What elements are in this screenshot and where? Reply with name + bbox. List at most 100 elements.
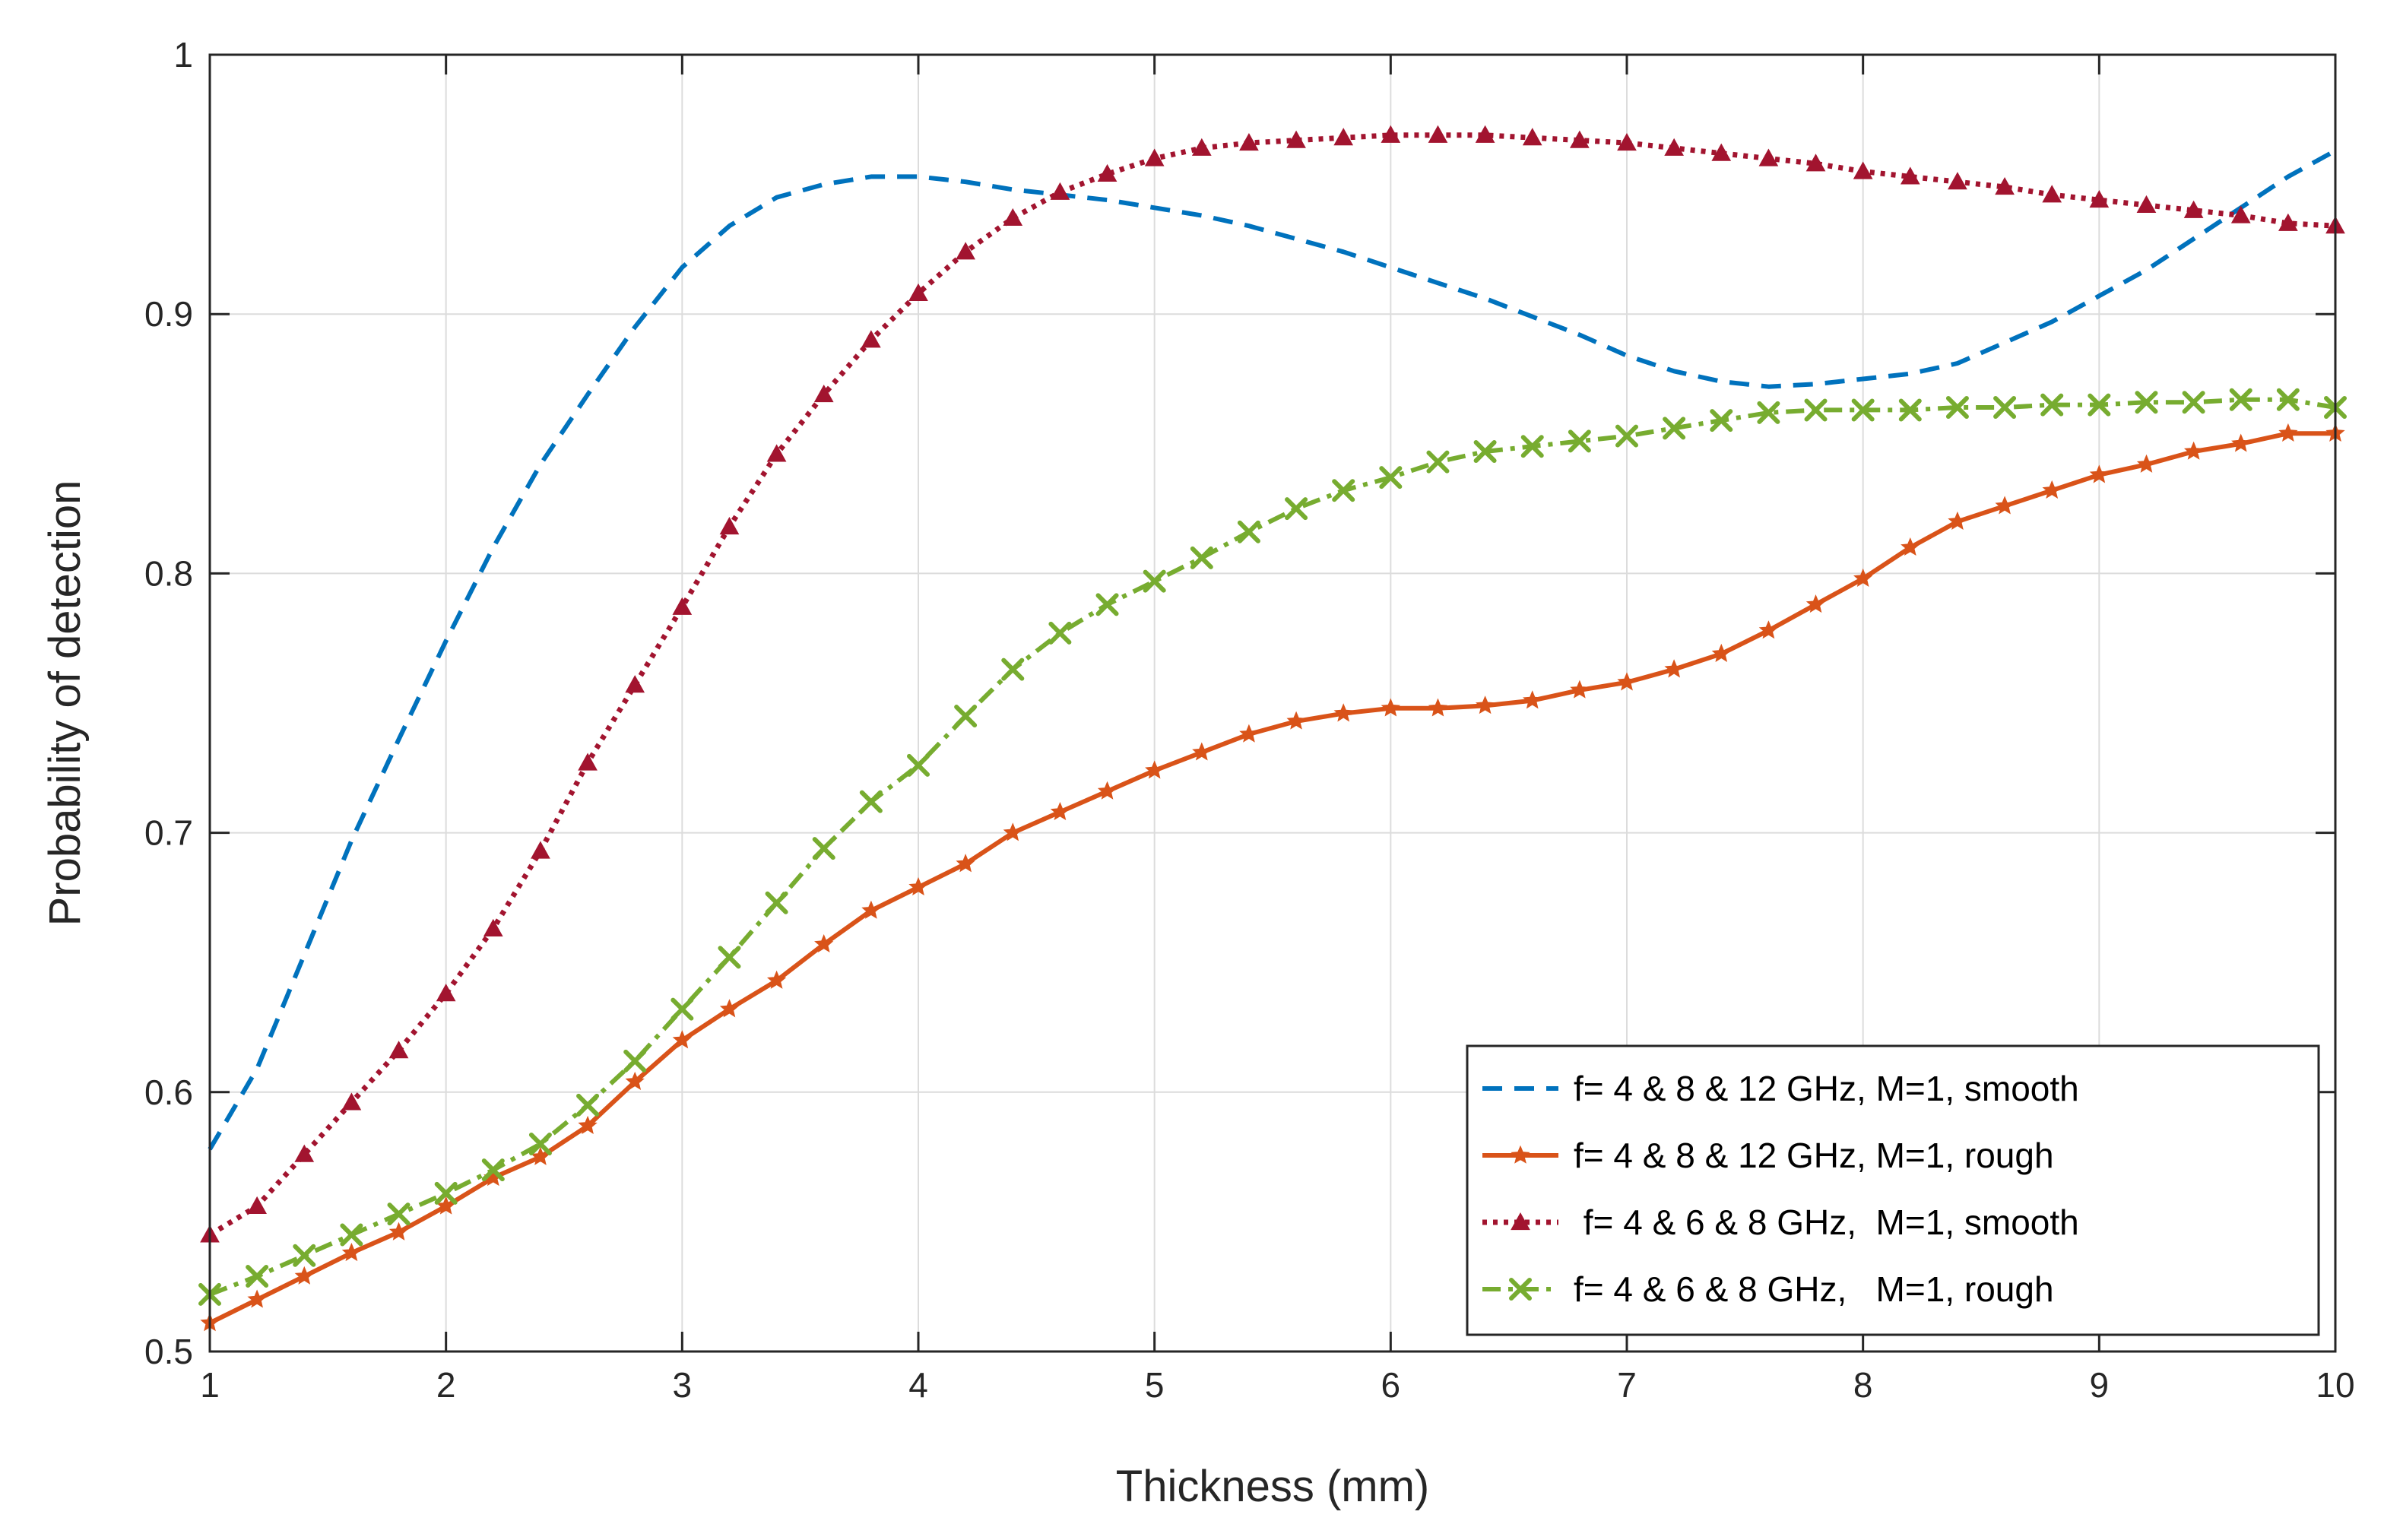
data-point-marker (812, 837, 835, 860)
y-tick-labels: 0.5 0.6 0.7 0.8 0.9 1 (144, 35, 193, 1371)
data-point-marker (341, 1242, 362, 1262)
data-point-marker (625, 675, 645, 693)
x-tick-label: 3 (673, 1365, 693, 1405)
data-point-marker (2229, 388, 2252, 411)
data-point-marker (2276, 388, 2300, 411)
data-point-marker (1332, 479, 1355, 502)
data-point-marker (908, 877, 928, 896)
data-point-marker (1995, 496, 2015, 515)
data-point-marker (1286, 130, 1306, 148)
data-point-marker (1711, 643, 1731, 662)
data-point-marker (1945, 396, 1969, 420)
x-tick-label: 8 (1853, 1365, 1873, 1405)
data-point-marker (1237, 520, 1260, 543)
y-tick-label: 0.5 (144, 1332, 193, 1371)
legend-item: f= 4 & 6 & 8 GHz, M=1, rough (1482, 1269, 2054, 1309)
data-point-marker (436, 984, 456, 1002)
x-tick-label: 9 (2090, 1365, 2110, 1405)
data-point-marker (483, 918, 503, 936)
data-point-marker (813, 384, 834, 403)
data-point-marker (1804, 398, 1828, 422)
legend: f= 4 & 8 & 12 GHz, M=1, smooth f= 4 & 8 &… (1466, 1044, 2320, 1336)
data-point-marker (2230, 205, 2251, 223)
data-point-marker (1239, 132, 1259, 151)
series-1 (208, 148, 2337, 1151)
data-point-marker (341, 1092, 362, 1111)
data-point-marker (531, 841, 550, 859)
data-point-marker (1050, 802, 1070, 821)
data-point-marker (1758, 620, 1779, 639)
series-layer (198, 125, 2347, 1332)
data-point-marker (1900, 166, 1920, 185)
data-point-marker (1853, 161, 1873, 179)
x-tick-label: 2 (436, 1365, 456, 1405)
x-tick-label: 1 (200, 1365, 220, 1405)
data-point-marker (1003, 822, 1022, 841)
data-point-marker (1617, 672, 1637, 691)
data-point-marker (672, 1030, 692, 1049)
data-point-marker (247, 1289, 267, 1308)
data-point-marker (1710, 409, 1733, 433)
data-point-marker (2183, 441, 2204, 460)
y-tick-label: 0.9 (144, 294, 193, 334)
data-point-marker (1570, 680, 1590, 699)
data-point-marker (528, 1133, 552, 1156)
data-point-marker (1428, 698, 1448, 717)
data-point-marker (956, 854, 975, 873)
data-point-marker (2231, 433, 2251, 452)
data-point-marker (1711, 143, 1732, 161)
data-point-marker (1097, 163, 1118, 182)
data-point-marker (623, 1049, 647, 1073)
y-tick-label: 0.7 (144, 813, 193, 853)
data-point-marker (1851, 398, 1875, 422)
data-point-marker (1520, 435, 1544, 458)
data-point-marker (294, 1144, 315, 1162)
data-point-marker (1285, 497, 1308, 521)
data-point-marker (247, 1196, 267, 1215)
data-point-marker (907, 753, 930, 777)
legend-label: f= 4 & 8 & 12 GHz, M=1, smooth (1574, 1069, 2079, 1108)
series-3 (200, 125, 2345, 1243)
data-point-marker (719, 999, 740, 1018)
data-point-marker (1523, 690, 1542, 709)
data-point-marker (481, 1158, 505, 1182)
legend-item: f= 4 & 8 & 12 GHz, M=1, smooth (1482, 1069, 2079, 1108)
legend-item: f= 4 & 6 & 8 GHz, M=1, smooth (1482, 1203, 2079, 1242)
data-point-marker (1191, 138, 1212, 156)
data-point-marker (2136, 195, 2157, 213)
data-point-marker (956, 242, 975, 260)
data-point-marker (1995, 176, 2015, 195)
data-point-marker (2089, 190, 2110, 208)
y-axis-label: Probability of detection (40, 480, 90, 927)
data-point-marker (908, 283, 928, 302)
data-point-marker (576, 1093, 600, 1117)
x-axis-label: Thickness (mm) (1116, 1462, 1429, 1511)
data-point-marker (1617, 132, 1637, 151)
data-point-marker (1475, 696, 1495, 715)
data-point-marker (672, 597, 693, 615)
x-tick-label: 7 (1617, 1365, 1637, 1405)
data-point-marker (1145, 760, 1165, 779)
data-point-marker (625, 1071, 645, 1090)
data-point-marker (1381, 125, 1401, 143)
data-point-marker (2042, 185, 2062, 203)
data-point-marker (2278, 423, 2298, 442)
data-point-marker (436, 1196, 456, 1215)
data-point-marker (1333, 703, 1353, 722)
data-point-marker (1001, 658, 1025, 681)
y-tick-label: 0.8 (144, 553, 193, 593)
data-point-marker (1509, 1278, 1532, 1301)
data-point-marker (1664, 659, 1684, 678)
data-point-marker (1522, 128, 1542, 146)
legend-item: f= 4 & 8 & 12 GHz, M=1, rough (1482, 1136, 2054, 1175)
data-point-marker (1475, 125, 1495, 143)
data-point-marker (294, 1266, 314, 1285)
x-tick-label: 10 (2316, 1365, 2354, 1405)
series-line (208, 397, 2336, 1297)
data-point-marker (1853, 568, 1873, 587)
data-point-marker (859, 790, 883, 813)
series-4 (198, 388, 2347, 1306)
data-point-marker (578, 753, 598, 771)
data-point-marker (2089, 464, 2109, 483)
data-point-marker (1048, 621, 1072, 645)
